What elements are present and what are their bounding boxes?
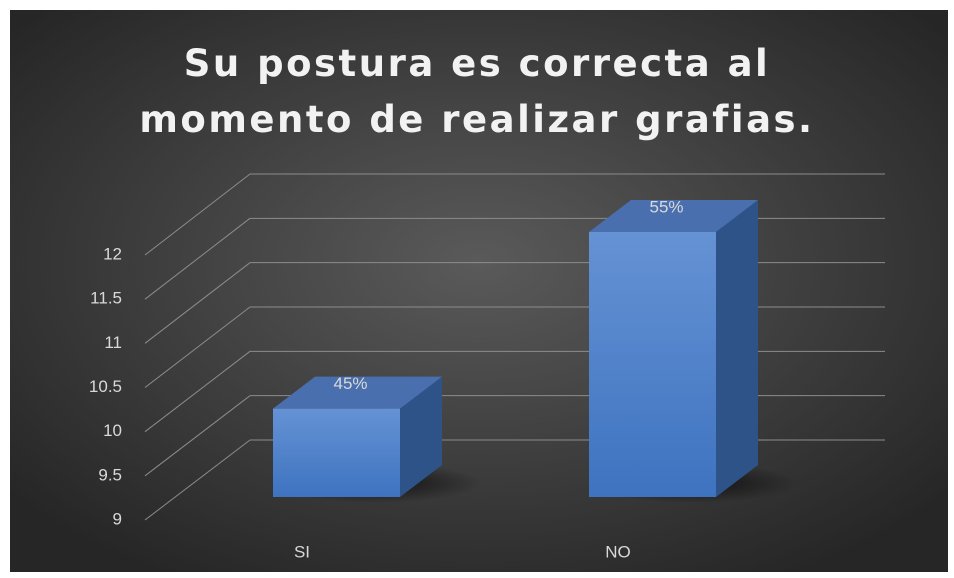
- plot: 9 9.5 10 10.5 11 11.5 12 45% SI 55% NO: [89, 173, 885, 561]
- grid-line: [144, 439, 251, 521]
- grid-line: [144, 217, 251, 300]
- bar-top: [273, 376, 442, 409]
- grid-line: [144, 262, 251, 344]
- grid-line: [144, 395, 251, 477]
- y-tick-label: 9.5: [98, 465, 122, 484]
- bar-top: [589, 200, 758, 232]
- bar: [589, 232, 716, 497]
- y-tick-label: 12: [103, 244, 122, 263]
- bar-side: [716, 200, 758, 497]
- bar: [273, 408, 400, 497]
- y-tick-label: 10.5: [89, 377, 122, 396]
- y-tick-label: 9: [113, 509, 122, 528]
- data-label: 55%: [649, 197, 683, 216]
- chart-title: Su postura es correcta al momento de rea…: [139, 42, 815, 141]
- grid-line: [144, 306, 251, 388]
- bar-side: [400, 376, 442, 497]
- x-tick-label: SI: [294, 542, 310, 561]
- y-tick-label: 11.5: [90, 289, 122, 308]
- grid-line: [144, 173, 251, 256]
- y-tick-label: 11: [104, 333, 122, 352]
- x-tick-label: NO: [605, 542, 631, 561]
- y-tick-label: 10: [103, 421, 122, 440]
- grid-line: [144, 350, 251, 433]
- data-label: 45%: [333, 374, 367, 393]
